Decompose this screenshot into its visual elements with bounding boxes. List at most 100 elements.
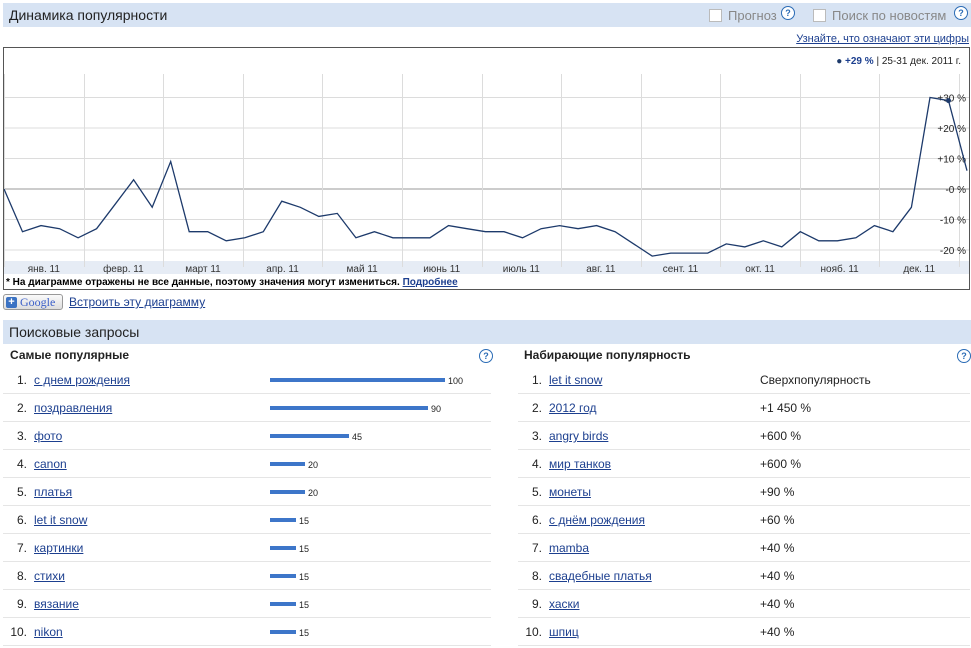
popularity-value: 45 bbox=[352, 432, 363, 442]
query-link[interactable]: мир танков bbox=[549, 457, 612, 471]
change-value: +40 % bbox=[760, 625, 795, 639]
chart-legend: ● +29 % | 25-31 дек. 2011 г. bbox=[836, 56, 961, 67]
query-link[interactable]: вязание bbox=[34, 597, 79, 611]
x-tick-label: окт. 11 bbox=[745, 264, 775, 275]
query-link[interactable]: свадебные платья bbox=[549, 569, 652, 583]
query-link[interactable]: с днём рождения bbox=[549, 513, 645, 527]
query-link[interactable]: canon bbox=[34, 457, 67, 471]
rank-number: 2. bbox=[16, 401, 27, 415]
legend-date-range: | 25-31 дек. 2011 г. bbox=[876, 56, 961, 67]
popularity-value: 15 bbox=[299, 544, 310, 554]
top-query-row: 5. платья 20 bbox=[3, 478, 491, 506]
rank-number: 9. bbox=[531, 597, 542, 611]
popularity-value: 15 bbox=[299, 516, 310, 526]
rank-number: 4. bbox=[16, 457, 27, 471]
change-value: +600 % bbox=[760, 429, 802, 443]
x-tick-label: нояб. 11 bbox=[821, 263, 860, 275]
change-value: +40 % bbox=[760, 569, 795, 583]
embed-chart-link[interactable]: Встроить эту диаграмму bbox=[69, 295, 206, 309]
series-line bbox=[4, 96, 968, 257]
popularity-bar bbox=[270, 490, 305, 494]
rising-queries-title: Набирающие популярность bbox=[524, 348, 691, 362]
popularity-value: 15 bbox=[299, 628, 310, 638]
rank-number: 1. bbox=[16, 373, 27, 387]
query-link[interactable]: хаски bbox=[549, 597, 580, 611]
rising-query-row: 7. mamba +40 % bbox=[518, 534, 970, 562]
query-link[interactable]: mamba bbox=[549, 541, 590, 555]
help-icon[interactable]: ? bbox=[957, 349, 971, 363]
popularity-value: 20 bbox=[308, 488, 319, 498]
chart-disclaimer: * На диаграмме отражены не все данные, п… bbox=[6, 277, 458, 288]
popularity-bar bbox=[270, 378, 445, 382]
change-value: +1 450 % bbox=[760, 401, 812, 415]
query-link[interactable]: 2012 год bbox=[549, 401, 597, 415]
query-link[interactable]: angry birds bbox=[549, 429, 609, 443]
forecast-checkbox[interactable] bbox=[709, 9, 722, 22]
popularity-bar bbox=[270, 546, 296, 550]
help-icon[interactable]: ? bbox=[954, 6, 968, 20]
forecast-option[interactable]: Прогноз bbox=[709, 8, 777, 23]
popularity-bar bbox=[270, 574, 296, 578]
top-query-row: 9. вязание 15 bbox=[3, 590, 491, 618]
news-search-checkbox[interactable] bbox=[813, 9, 826, 22]
query-link[interactable]: шпиц bbox=[549, 625, 579, 639]
forecast-label: Прогноз bbox=[728, 8, 777, 23]
rising-query-row: 3. angry birds +600 % bbox=[518, 422, 970, 450]
trend-chart-svg: янв. 11 февр. 11 март 11 апр. 11 май 11 июнь … bbox=[4, 74, 969, 275]
rank-number: 7. bbox=[531, 541, 542, 555]
popularity-bar bbox=[270, 406, 428, 410]
top-query-row: 1. с днем рождения 100 bbox=[3, 366, 491, 394]
popularity-bar bbox=[270, 630, 296, 634]
rank-number: 4. bbox=[531, 457, 542, 471]
change-value: +90 % bbox=[760, 485, 795, 499]
rank-number: 3. bbox=[16, 429, 27, 443]
y-tick-label: +20 % bbox=[937, 124, 966, 135]
top-query-row: 8. стихи 15 bbox=[3, 562, 491, 590]
query-link[interactable]: стихи bbox=[34, 569, 65, 583]
trend-chart: янв. 11 февр. 11 март 11 апр. 11 май 11 июнь … bbox=[3, 47, 970, 290]
y-tick-label: -10 % bbox=[940, 216, 966, 227]
query-link[interactable]: платья bbox=[34, 485, 73, 499]
help-icon[interactable]: ? bbox=[781, 6, 795, 20]
query-link[interactable]: let it snow bbox=[549, 373, 603, 387]
change-value: +600 % bbox=[760, 457, 802, 471]
rank-number: 6. bbox=[531, 513, 542, 527]
popularity-bar bbox=[270, 434, 349, 438]
y-tick-label: -20 % bbox=[940, 246, 966, 257]
rank-number: 7. bbox=[16, 541, 27, 555]
popularity-value: 90 bbox=[431, 404, 442, 414]
rising-query-row: 2. 2012 год +1 450 % bbox=[518, 394, 970, 422]
query-link[interactable]: nikon bbox=[34, 625, 63, 639]
change-value: Сверхпопулярность bbox=[760, 373, 871, 387]
query-link[interactable]: let it snow bbox=[34, 513, 88, 527]
rising-query-row: 6. с днём рождения +60 % bbox=[518, 506, 970, 534]
query-link[interactable]: картинки bbox=[34, 541, 84, 555]
legend-value: +29 % bbox=[845, 56, 874, 67]
x-tick-label: июнь 11 bbox=[423, 264, 460, 275]
query-link[interactable]: фото bbox=[34, 429, 63, 443]
rank-number: 10. bbox=[525, 625, 542, 639]
search-queries-header: Поисковые запросы bbox=[3, 320, 971, 344]
rank-number: 3. bbox=[531, 429, 542, 443]
rank-number: 5. bbox=[531, 485, 542, 499]
news-search-option[interactable]: Поиск по новостям bbox=[813, 8, 946, 23]
rising-query-row: 8. свадебные платья +40 % bbox=[518, 562, 970, 590]
what-numbers-link[interactable]: Узнайте, что означают эти цифры bbox=[796, 33, 969, 45]
add-to-google-button[interactable]: + Google bbox=[3, 294, 63, 310]
more-info-link[interactable]: Подробнее bbox=[402, 277, 458, 288]
x-tick-label: февр. 11 bbox=[103, 263, 144, 275]
query-link[interactable]: с днем рождения bbox=[34, 373, 130, 387]
rank-number: 8. bbox=[16, 569, 27, 583]
trend-header: Динамика популярности Прогноз ? Поиск по… bbox=[3, 3, 971, 27]
popularity-value: 15 bbox=[299, 572, 310, 582]
plus-icon: + bbox=[6, 296, 17, 308]
rising-query-row: 10. шпиц +40 % bbox=[518, 618, 970, 646]
query-link[interactable]: поздравления bbox=[34, 401, 113, 415]
legend-dot-icon: ● bbox=[836, 56, 843, 67]
popularity-bar bbox=[270, 602, 296, 606]
popularity-value: 100 bbox=[448, 376, 464, 386]
query-link[interactable]: монеты bbox=[549, 485, 591, 499]
highlight-point bbox=[946, 98, 951, 104]
rank-number: 8. bbox=[531, 569, 542, 583]
help-icon[interactable]: ? bbox=[479, 349, 493, 363]
